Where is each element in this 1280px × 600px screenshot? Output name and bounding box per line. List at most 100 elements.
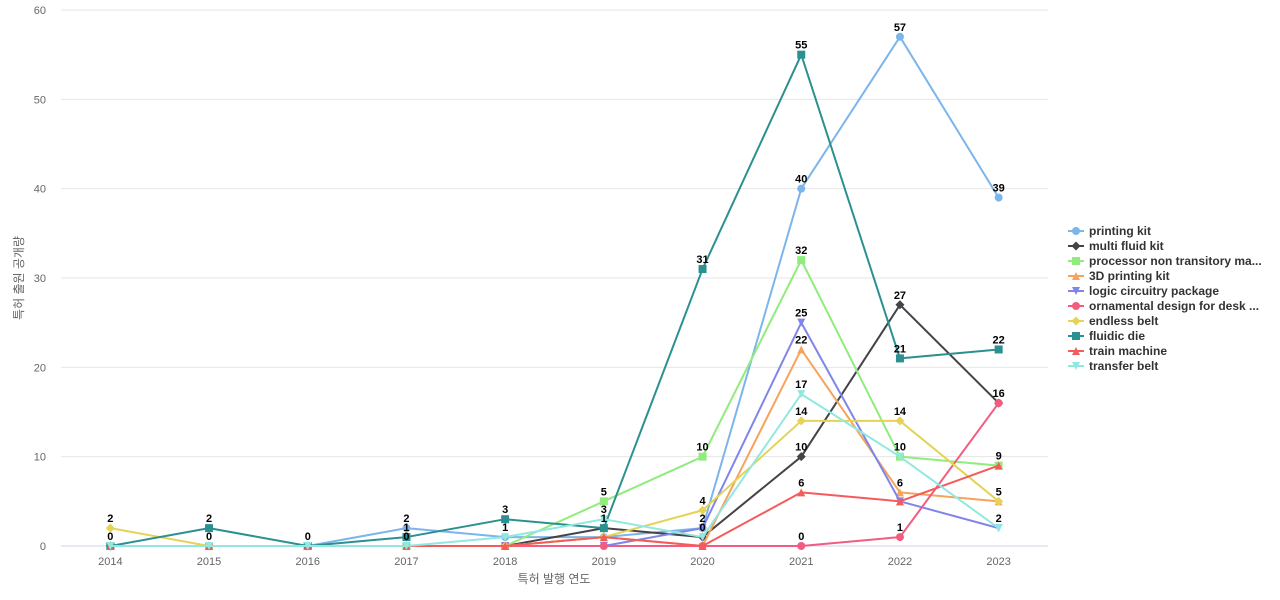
data-label: 39 xyxy=(993,183,1005,195)
data-point[interactable] xyxy=(599,533,608,542)
data-point[interactable] xyxy=(895,300,905,310)
legend-label: fluidic die xyxy=(1089,329,1145,343)
legend-label: processor non transitory ma... xyxy=(1089,254,1262,268)
x-tick-label: 2014 xyxy=(98,556,122,568)
legend-item[interactable]: ornamental design for desk ... xyxy=(1068,299,1259,313)
data-point[interactable] xyxy=(698,524,707,533)
data-point[interactable] xyxy=(895,497,904,506)
data-point[interactable] xyxy=(501,515,510,524)
data-label: 2 xyxy=(107,513,113,525)
data-label: 0 xyxy=(305,531,311,543)
series-0[interactable] xyxy=(106,32,1003,550)
data-point[interactable] xyxy=(698,505,708,515)
data-point[interactable] xyxy=(895,354,904,363)
data-label: 31 xyxy=(696,254,708,266)
x-tick-label: 2015 xyxy=(197,556,221,568)
data-point[interactable] xyxy=(994,496,1004,506)
legend-label: logic circuitry package xyxy=(1089,284,1219,298)
legend-item[interactable]: printing kit xyxy=(1068,224,1151,238)
data-point[interactable] xyxy=(994,524,1003,533)
series-line[interactable] xyxy=(110,303,1000,547)
data-point[interactable] xyxy=(402,524,411,533)
legend-item[interactable]: transfer belt xyxy=(1068,359,1158,373)
data-label: 10 xyxy=(894,442,906,454)
data-point[interactable] xyxy=(797,488,806,497)
data-label: 6 xyxy=(897,477,903,489)
legend-item[interactable]: processor non transitory ma... xyxy=(1068,254,1262,268)
y-tick-label: 10 xyxy=(34,452,46,464)
legend-label: endless belt xyxy=(1089,314,1158,328)
data-point[interactable] xyxy=(797,345,806,354)
data-label: 10 xyxy=(795,442,807,454)
data-point[interactable] xyxy=(105,523,115,533)
legend-item[interactable]: train machine xyxy=(1068,344,1167,358)
x-tick-label: 2019 xyxy=(592,556,616,568)
legend-item[interactable]: logic circuitry package xyxy=(1068,284,1219,298)
data-label: 6 xyxy=(798,477,804,489)
legend-item[interactable]: 3D printing kit xyxy=(1068,269,1170,283)
y-axis-ticks: 0 10 20 30 40 50 60 xyxy=(34,5,46,553)
data-point[interactable] xyxy=(895,488,904,497)
legend-item[interactable]: endless belt xyxy=(1068,314,1158,328)
series-3[interactable] xyxy=(106,345,1003,550)
x-axis-ticks: 2014 2015 2016 2017 2018 2019 2020 2021 2022 2023 xyxy=(98,556,1011,568)
data-point[interactable] xyxy=(599,524,608,533)
data-label: 5 xyxy=(601,486,607,498)
data-point[interactable] xyxy=(698,452,707,461)
data-point[interactable] xyxy=(895,452,904,461)
series-line[interactable] xyxy=(110,393,1000,547)
series-1[interactable] xyxy=(105,300,1004,551)
data-point[interactable] xyxy=(698,542,707,550)
legend-item[interactable]: multi fluid kit xyxy=(1068,239,1164,253)
series-line[interactable] xyxy=(110,35,1000,547)
data-point[interactable] xyxy=(797,50,806,59)
data-point[interactable] xyxy=(698,265,707,274)
data-point[interactable] xyxy=(994,193,1003,202)
data-point[interactable] xyxy=(796,452,806,462)
data-point[interactable] xyxy=(205,542,214,550)
legend-item[interactable]: fluidic die xyxy=(1068,329,1145,343)
data-point[interactable] xyxy=(106,542,115,550)
data-point[interactable] xyxy=(797,184,806,193)
data-point[interactable] xyxy=(994,399,1003,408)
data-point[interactable] xyxy=(303,542,312,550)
data-label: 1 xyxy=(601,513,607,525)
data-point[interactable] xyxy=(797,542,806,550)
data-label: 27 xyxy=(894,290,906,302)
data-point[interactable] xyxy=(797,318,806,327)
data-point[interactable] xyxy=(895,32,904,41)
data-label: 21 xyxy=(894,343,906,355)
series-7[interactable] xyxy=(106,50,1003,550)
series xyxy=(105,32,1004,551)
data-point[interactable] xyxy=(501,533,510,542)
data-point[interactable] xyxy=(599,497,608,506)
series-line[interactable] xyxy=(110,348,999,547)
data-point[interactable] xyxy=(797,390,806,399)
data-labels: 2020 021031531420103155403225221714106057… xyxy=(107,22,1004,543)
data-point[interactable] xyxy=(402,533,411,542)
data-point[interactable] xyxy=(698,533,707,542)
data-point[interactable] xyxy=(599,542,608,550)
legend-marker-icon xyxy=(1072,347,1080,355)
data-point[interactable] xyxy=(205,524,214,533)
series-line[interactable] xyxy=(110,53,999,547)
series-9[interactable] xyxy=(106,390,1003,550)
data-point[interactable] xyxy=(994,345,1003,354)
legend-marker-icon xyxy=(1071,241,1081,251)
data-point[interactable] xyxy=(895,533,904,542)
data-point[interactable] xyxy=(895,416,905,426)
data-point[interactable] xyxy=(797,256,806,265)
data-label: 32 xyxy=(795,245,807,257)
x-axis-title: 특허 발행 연도 xyxy=(518,571,591,586)
data-point[interactable] xyxy=(599,515,608,524)
series-2[interactable] xyxy=(106,256,1003,550)
series-line[interactable] xyxy=(110,259,999,547)
data-label: 57 xyxy=(894,22,906,34)
data-label: 16 xyxy=(993,388,1005,400)
data-point[interactable] xyxy=(796,416,806,426)
data-point[interactable] xyxy=(402,542,411,550)
data-point[interactable] xyxy=(994,461,1003,470)
data-point[interactable] xyxy=(501,542,510,550)
